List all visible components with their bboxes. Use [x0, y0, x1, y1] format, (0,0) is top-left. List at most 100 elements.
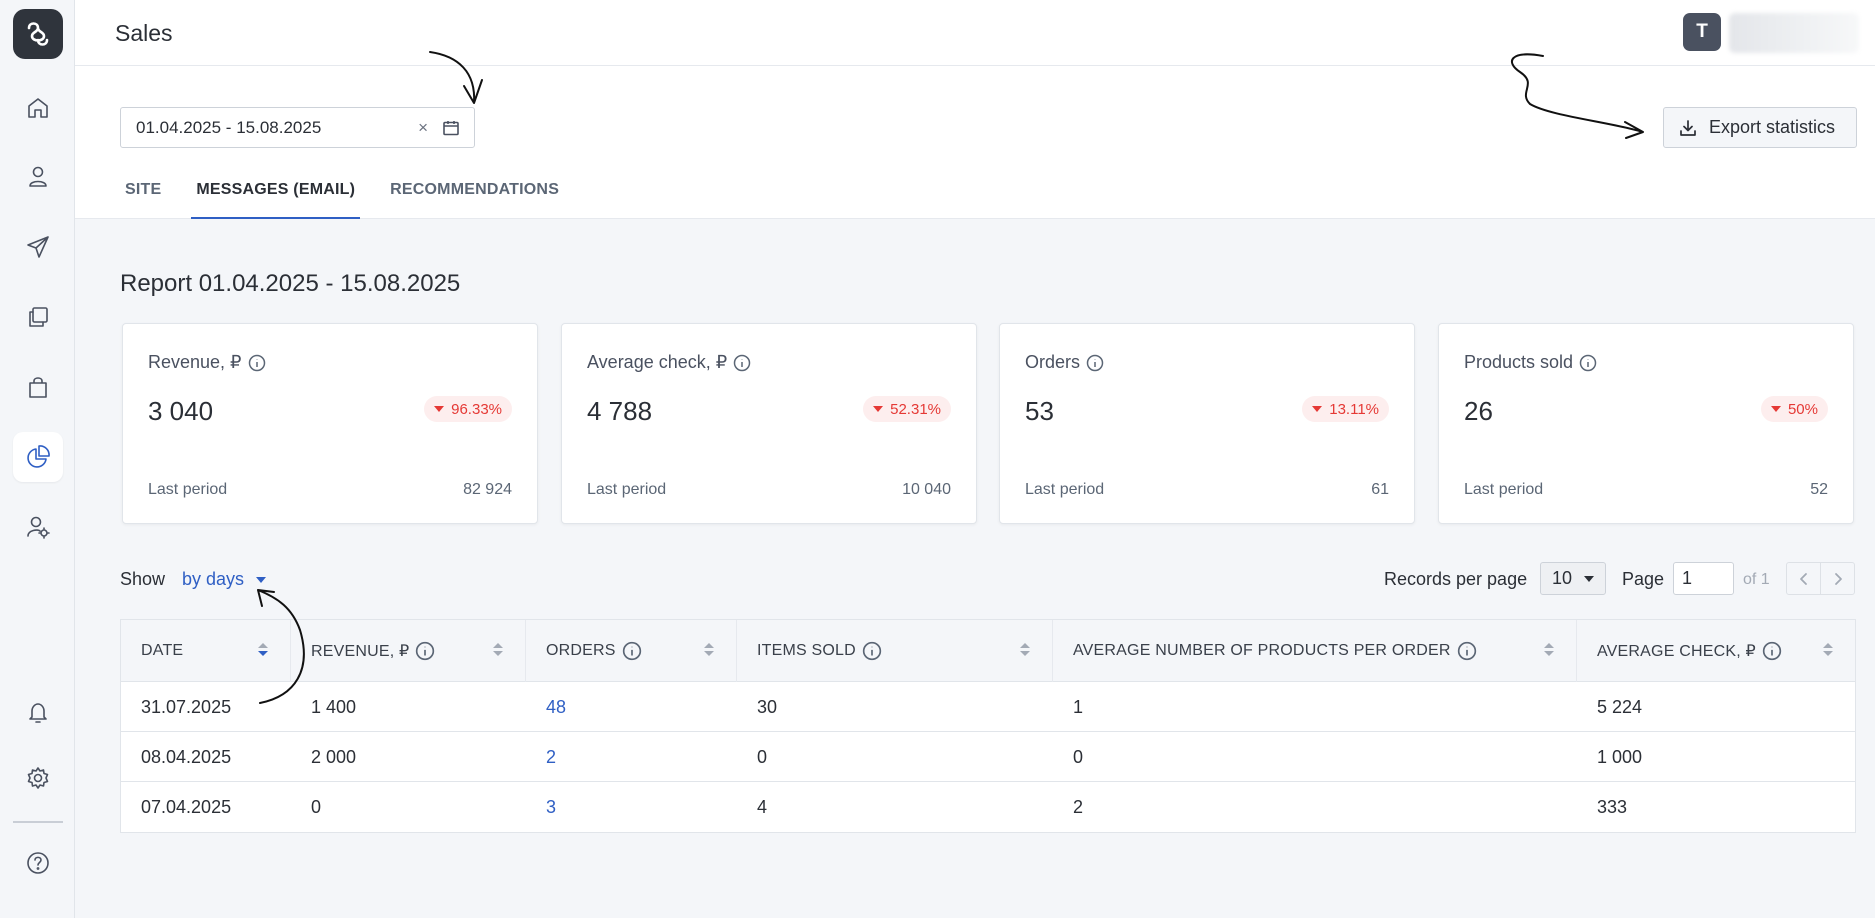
- report-title: Report 01.04.2025 - 15.08.2025: [120, 270, 461, 297]
- pie-chart-icon: [27, 445, 50, 468]
- user-name-blurred[interactable]: [1729, 13, 1859, 53]
- column-header-date[interactable]: DATE: [121, 620, 291, 682]
- card-title: Orders: [1025, 352, 1081, 372]
- down-arrow-icon: [1770, 406, 1781, 412]
- next-page-button[interactable]: [1820, 562, 1855, 595]
- last-period-label: Last period: [1464, 481, 1544, 498]
- column-header-items-sold[interactable]: ITEMS SOLD: [737, 620, 1053, 682]
- info-icon[interactable]: [733, 354, 751, 372]
- sort-icon[interactable]: [493, 643, 503, 659]
- last-period-label: Last period: [148, 481, 228, 498]
- previous-page-button[interactable]: [1786, 562, 1821, 595]
- cell-date: 31.07.2025: [141, 696, 232, 717]
- nav-notifications[interactable]: [13, 687, 63, 737]
- kpi-card-average-check: Average check, ₽ 4 788 52.31% Last perio…: [561, 323, 977, 524]
- user-settings-icon: [27, 516, 50, 539]
- caret-down-icon: [1584, 575, 1595, 582]
- download-icon: [1680, 119, 1696, 136]
- report-tabs: SITE MESSAGES (EMAIL) RECOMMENDATIONS: [120, 178, 589, 219]
- last-period-value: 10 040: [902, 481, 951, 498]
- nav-help[interactable]: [13, 838, 63, 888]
- nav-campaigns[interactable]: [13, 222, 63, 272]
- nav-users[interactable]: [13, 502, 63, 552]
- cell-items-sold: 30: [757, 696, 778, 717]
- info-icon[interactable]: [1579, 354, 1597, 372]
- caret-down-icon: [256, 576, 267, 583]
- cell-date: 07.04.2025: [141, 796, 232, 817]
- change-badge: 13.11%: [1302, 396, 1389, 422]
- tab-recommendations[interactable]: RECOMMENDATIONS: [390, 181, 560, 198]
- column-header-avg-products-per-order[interactable]: AVERAGE NUMBER OF PRODUCTS PER ORDER: [1053, 620, 1577, 682]
- nav-contacts[interactable]: [13, 152, 63, 202]
- sort-icon[interactable]: [1020, 643, 1030, 659]
- cell-revenue: 1 400: [311, 696, 357, 717]
- nav-products[interactable]: [13, 362, 63, 412]
- column-header-average-check[interactable]: AVERAGE CHECK, ₽: [1577, 620, 1855, 682]
- change-value: 52.31%: [890, 400, 941, 418]
- change-value: 13.11%: [1329, 400, 1379, 418]
- last-period-value: 61: [1371, 481, 1389, 498]
- tab-messages-email[interactable]: MESSAGES (EMAIL): [191, 178, 361, 219]
- sort-icon[interactable]: [1544, 643, 1554, 659]
- nav-settings[interactable]: [13, 753, 63, 803]
- avatar[interactable]: T: [1683, 13, 1721, 51]
- date-range-field[interactable]: 01.04.2025 - 15.08.2025 ×: [120, 107, 475, 148]
- clear-icon[interactable]: ×: [418, 117, 428, 137]
- sidebar: [0, 0, 75, 918]
- page-total: of 1: [1743, 571, 1770, 588]
- sort-icon[interactable]: [1823, 643, 1833, 659]
- records-per-page-select[interactable]: 10: [1540, 562, 1606, 595]
- info-icon[interactable]: [862, 641, 882, 661]
- cell-date: 08.04.2025: [141, 746, 232, 767]
- page-number-input[interactable]: 1: [1673, 562, 1734, 595]
- copy-icon: [29, 307, 48, 327]
- nav-templates[interactable]: [13, 292, 63, 342]
- cell-average-check: 5 224: [1597, 696, 1643, 717]
- gear-icon: [27, 767, 49, 789]
- records-per-page-label: Records per page: [1384, 569, 1528, 589]
- sort-icon[interactable]: [258, 643, 268, 659]
- info-icon[interactable]: [415, 641, 435, 661]
- send-icon: [27, 236, 49, 258]
- sort-icon[interactable]: [704, 643, 714, 659]
- column-header-orders[interactable]: ORDERS: [526, 620, 737, 682]
- info-icon[interactable]: [1086, 354, 1104, 372]
- calendar-icon[interactable]: [442, 119, 460, 137]
- group-by-select[interactable]: by days: [182, 569, 267, 590]
- export-label: Export statistics: [1709, 117, 1836, 137]
- change-value: 96.33%: [451, 400, 502, 418]
- cell-orders-link[interactable]: 2: [546, 746, 557, 767]
- nav-home[interactable]: [13, 83, 63, 133]
- export-statistics-button[interactable]: Export statistics: [1663, 107, 1857, 148]
- down-arrow-icon: [1312, 406, 1323, 412]
- nav-analytics[interactable]: [13, 432, 63, 482]
- group-by-value: by days: [182, 569, 245, 589]
- sidebar-divider: [13, 821, 63, 823]
- cell-average-check: 333: [1597, 796, 1628, 817]
- column-header-revenue[interactable]: REVENUE, ₽: [291, 620, 526, 682]
- column-label: REVENUE, ₽: [311, 643, 410, 660]
- card-value: 26: [1464, 396, 1493, 426]
- page-label: Page: [1622, 569, 1665, 589]
- info-icon[interactable]: [248, 354, 266, 372]
- app-logo[interactable]: [13, 9, 63, 59]
- cell-orders-link[interactable]: 48: [546, 696, 567, 717]
- home-icon: [28, 98, 48, 118]
- down-arrow-icon: [434, 406, 445, 412]
- table-row: 08.04.2025 2 000 2 0 0 1 000: [121, 732, 1855, 782]
- bag-icon: [29, 377, 47, 398]
- info-icon[interactable]: [1762, 641, 1782, 661]
- down-arrow-icon: [873, 406, 884, 412]
- cell-items-sold: 4: [757, 796, 768, 817]
- info-icon[interactable]: [1457, 641, 1477, 661]
- chevron-right-icon: [1834, 572, 1842, 585]
- change-value: 50%: [1787, 400, 1818, 418]
- last-period-label: Last period: [1025, 481, 1105, 498]
- top-header: Sales T: [75, 0, 1875, 66]
- info-icon[interactable]: [622, 641, 642, 661]
- tab-site[interactable]: SITE: [125, 181, 162, 198]
- cell-orders-link[interactable]: 3: [546, 796, 557, 817]
- cell-items-sold: 0: [757, 746, 768, 767]
- kpi-card-products-sold: Products sold 26 50% Last period 52: [1438, 323, 1854, 524]
- help-icon: [27, 852, 49, 874]
